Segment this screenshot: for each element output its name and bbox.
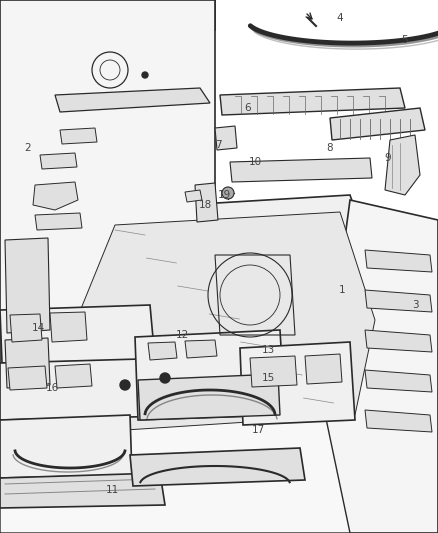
Text: 5: 5 bbox=[402, 35, 408, 45]
Polygon shape bbox=[185, 190, 202, 202]
Polygon shape bbox=[50, 312, 87, 342]
Polygon shape bbox=[0, 390, 350, 533]
Polygon shape bbox=[0, 415, 132, 478]
Polygon shape bbox=[138, 374, 280, 420]
Polygon shape bbox=[33, 182, 78, 210]
Polygon shape bbox=[135, 330, 285, 420]
Polygon shape bbox=[55, 88, 210, 112]
Polygon shape bbox=[0, 305, 155, 363]
Text: 16: 16 bbox=[46, 383, 59, 393]
Polygon shape bbox=[300, 200, 438, 533]
Polygon shape bbox=[0, 473, 165, 508]
Polygon shape bbox=[385, 135, 420, 195]
Polygon shape bbox=[365, 290, 432, 312]
Polygon shape bbox=[0, 0, 215, 75]
Polygon shape bbox=[330, 108, 425, 140]
Text: 8: 8 bbox=[327, 143, 333, 153]
Text: 1: 1 bbox=[339, 285, 345, 295]
Text: 14: 14 bbox=[32, 323, 45, 333]
Text: 15: 15 bbox=[261, 373, 275, 383]
Polygon shape bbox=[365, 250, 432, 272]
Polygon shape bbox=[250, 356, 297, 387]
Polygon shape bbox=[365, 410, 432, 432]
Text: 3: 3 bbox=[412, 300, 418, 310]
Text: 13: 13 bbox=[261, 345, 275, 355]
Polygon shape bbox=[148, 342, 177, 360]
Polygon shape bbox=[365, 330, 432, 352]
Polygon shape bbox=[50, 195, 390, 450]
Circle shape bbox=[142, 72, 148, 78]
Text: 19: 19 bbox=[217, 190, 231, 200]
Text: 12: 12 bbox=[175, 330, 189, 340]
Polygon shape bbox=[185, 340, 217, 358]
Text: 9: 9 bbox=[385, 153, 391, 163]
Polygon shape bbox=[195, 183, 218, 222]
Text: 4: 4 bbox=[337, 13, 343, 23]
Text: 10: 10 bbox=[248, 157, 261, 167]
Polygon shape bbox=[5, 338, 50, 388]
Text: 11: 11 bbox=[106, 485, 119, 495]
Polygon shape bbox=[65, 212, 375, 432]
Polygon shape bbox=[35, 213, 82, 230]
Polygon shape bbox=[220, 88, 405, 115]
Polygon shape bbox=[8, 366, 47, 390]
Polygon shape bbox=[240, 342, 355, 425]
Text: 18: 18 bbox=[198, 200, 212, 210]
Polygon shape bbox=[215, 126, 237, 150]
Circle shape bbox=[222, 187, 234, 199]
Text: 6: 6 bbox=[245, 103, 251, 113]
Polygon shape bbox=[230, 158, 372, 182]
Text: 7: 7 bbox=[215, 140, 221, 150]
Text: 17: 17 bbox=[251, 425, 265, 435]
Polygon shape bbox=[5, 238, 50, 333]
Polygon shape bbox=[130, 448, 305, 486]
Text: 2: 2 bbox=[25, 143, 31, 153]
Circle shape bbox=[120, 380, 130, 390]
Polygon shape bbox=[0, 357, 215, 420]
Polygon shape bbox=[0, 0, 215, 420]
Polygon shape bbox=[10, 314, 42, 342]
Circle shape bbox=[160, 373, 170, 383]
Polygon shape bbox=[365, 370, 432, 392]
Polygon shape bbox=[60, 128, 97, 144]
Polygon shape bbox=[305, 354, 342, 384]
Polygon shape bbox=[55, 364, 92, 388]
Polygon shape bbox=[40, 153, 77, 169]
